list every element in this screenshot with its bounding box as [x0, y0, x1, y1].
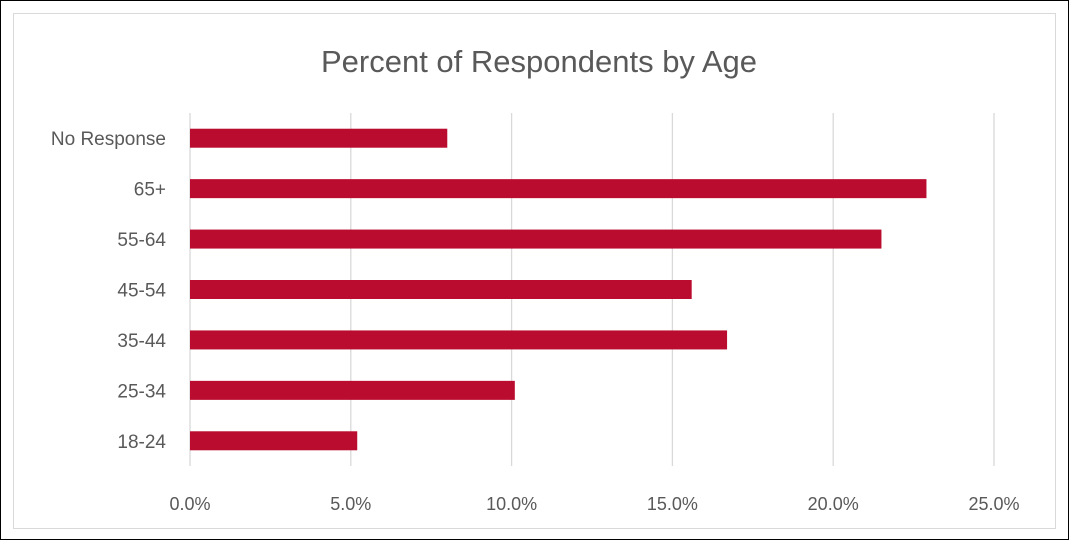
bar [190, 380, 515, 400]
category-label: 35-44 [117, 331, 166, 352]
x-tick-label: 15.0% [647, 494, 698, 514]
bar [190, 128, 448, 148]
category-label: 18-24 [117, 432, 166, 453]
category-labels: No Response 65+ 55-64 45-54 35-44 25-34 18-24 [51, 129, 167, 453]
x-tick-label: 5.0% [330, 494, 371, 514]
category-label: 45-54 [117, 281, 166, 302]
bar [190, 330, 728, 350]
chart-title: Percent of Respondents by Age [321, 44, 757, 79]
category-label: 25-34 [117, 381, 166, 402]
bar [190, 229, 882, 249]
category-label: 65+ [134, 180, 166, 201]
bar [190, 179, 927, 199]
x-tick-label: 20.0% [808, 494, 859, 514]
x-tick-label: 10.0% [486, 494, 537, 514]
category-label: 55-64 [117, 230, 166, 251]
chart-area [13, 13, 1056, 529]
bar [190, 431, 358, 451]
x-tick-label: 25.0% [968, 494, 1019, 514]
bars [190, 128, 927, 451]
x-tick-label: 0.0% [169, 494, 210, 514]
bar [190, 280, 692, 299]
x-axis-tick-labels: 0.0% 5.0% 10.0% 15.0% 20.0% 25.0% [169, 494, 1019, 514]
category-label: No Response [51, 129, 166, 150]
